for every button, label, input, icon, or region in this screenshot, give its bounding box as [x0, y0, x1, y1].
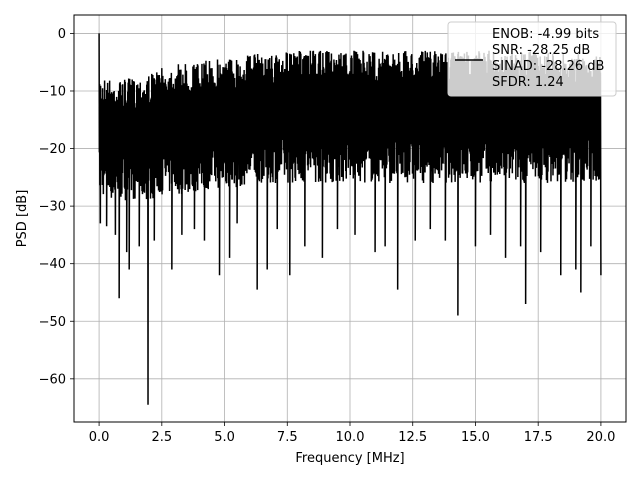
legend-enob: ENOB: -4.99 bits [492, 27, 599, 42]
x-tick-label: 2.5 [151, 430, 172, 445]
x-tick-label: 20.0 [586, 430, 615, 445]
plot-area [98, 33, 602, 405]
y-tick-label: −10 [39, 84, 66, 99]
x-tick-label: 7.5 [277, 430, 298, 445]
legend: ENOB: -4.99 bits SNR: -28.25 dB SINAD: -… [447, 21, 617, 97]
y-tick-label: −50 [39, 315, 66, 330]
x-tick-label: 10.0 [336, 430, 365, 445]
y-ticks: 0 −10 −20 −30 −40 −50 −60 [39, 27, 74, 387]
y-tick-label: −40 [39, 257, 66, 272]
legend-box [447, 21, 617, 97]
y-tick-label: 0 [58, 27, 66, 42]
y-axis-label: PSD [dB] [15, 190, 30, 248]
x-tick-label: 12.5 [398, 430, 427, 445]
x-tick-label: 17.5 [524, 430, 553, 445]
psd-trace [98, 33, 602, 405]
x-tick-label: 15.0 [461, 430, 490, 445]
legend-snr: SNR: -28.25 dB [492, 43, 590, 58]
legend-sinad: SINAD: -28.26 dB [492, 59, 604, 74]
y-tick-label: −60 [39, 372, 66, 387]
x-ticks: 0.0 2.5 5.0 7.5 10.0 12.5 15.0 17.5 20.0 [89, 422, 615, 445]
x-tick-label: 0.0 [89, 430, 110, 445]
y-tick-label: −30 [39, 200, 66, 215]
x-axis-label: Frequency [MHz] [295, 451, 404, 466]
x-tick-label: 5.0 [214, 430, 235, 445]
y-tick-label: −20 [39, 142, 66, 157]
legend-sfdr: SFDR: 1.24 [492, 75, 564, 90]
